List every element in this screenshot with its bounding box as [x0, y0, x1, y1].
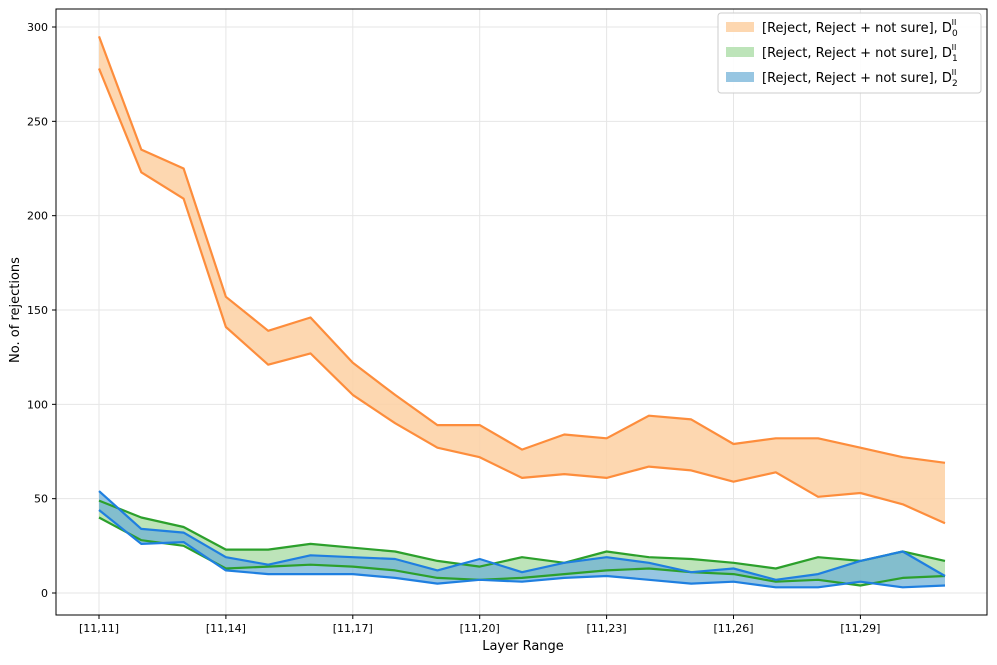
legend-label-subscript: 2 — [952, 79, 958, 89]
series-1-reject-not-sure-line — [98, 499, 946, 570]
legend-label-subscript: 0 — [952, 29, 958, 39]
y-axis-title: No. of rejections — [8, 257, 23, 363]
series-1-reject-line — [98, 516, 946, 587]
legend-label-superscript: II — [952, 18, 957, 27]
legend-label-text: [Reject, Reject + not sure], D — [762, 71, 952, 86]
series-2-reject-not-sure-line — [98, 490, 946, 581]
legend-box — [717, 12, 982, 94]
series-0-band — [99, 36, 945, 524]
line-layer — [97, 36, 946, 589]
y-tick-label: 200 — [27, 210, 48, 223]
series-2-reject-line — [98, 509, 946, 589]
y-tick-label: 50 — [34, 493, 48, 506]
x-axis-title: Layer Range — [482, 639, 564, 654]
legend-label-superscript: II — [952, 43, 957, 52]
y-tick-label: 300 — [27, 21, 48, 34]
legend-label-0: [Reject, Reject + not sure], D0 II — [762, 18, 958, 39]
y-tick-label: 0 — [41, 587, 48, 600]
x-tick-label: [11,17] — [333, 622, 373, 635]
x-tick-label: [11,14] — [206, 622, 246, 635]
legend-swatch-0 — [726, 22, 754, 32]
y-tick-label: 250 — [27, 115, 48, 128]
legend-label-1: [Reject, Reject + not sure], D1 II — [762, 43, 958, 64]
legend-label-subscript: 1 — [952, 54, 958, 64]
x-tick-label: [11,23] — [587, 622, 627, 635]
series-2-band — [99, 491, 945, 588]
series-0-reject-not-sure-line — [97, 36, 946, 464]
x-tick-label: [11,11] — [79, 622, 119, 635]
grid-layer — [56, 9, 987, 615]
x-tick-label: [11,26] — [713, 622, 753, 635]
plot-frame — [55, 8, 988, 616]
x-tick-label: [11,29] — [840, 622, 880, 635]
series-0-reject-line — [97, 68, 946, 525]
legend-label-text: [Reject, Reject + not sure], D — [762, 21, 952, 36]
legend-label-text: [Reject, Reject + not sure], D — [762, 46, 952, 61]
tick-layer: 0 50 100 150 200 250 300 [11,11] [11,14] [11,17] [… — [27, 21, 880, 635]
legend-swatch-1 — [726, 47, 754, 57]
y-tick-label: 150 — [27, 304, 48, 317]
x-tick-label: [11,20] — [460, 622, 500, 635]
legend: [Reject, Reject + not sure], D0II[Reject… — [717, 12, 982, 94]
legend-label-superscript: II — [952, 68, 957, 77]
legend-swatch-2 — [726, 72, 754, 82]
y-tick-label: 100 — [27, 398, 48, 411]
legend-label-2: [Reject, Reject + not sure], D2 II — [762, 68, 958, 89]
